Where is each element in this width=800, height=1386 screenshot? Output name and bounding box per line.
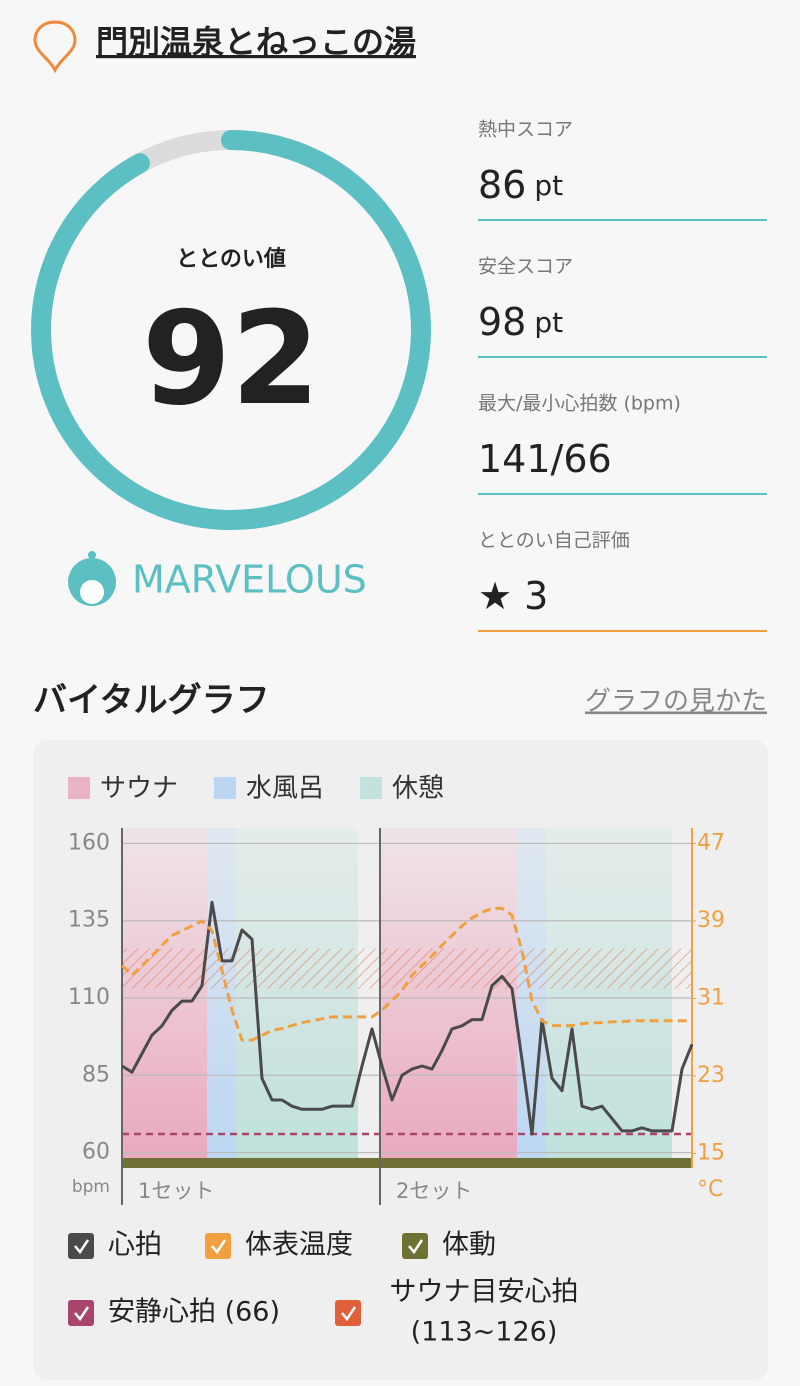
legend-check bbox=[74, 1239, 90, 1255]
legend-check bbox=[211, 1239, 227, 1255]
y2-tick-label: 15 bbox=[697, 1140, 725, 1165]
legend-label: 体表温度 bbox=[245, 1230, 353, 1261]
phase-legend-label: 休憩 bbox=[392, 774, 444, 804]
phase-legend-swatch bbox=[214, 777, 237, 799]
stat-label: ととのい自己評価 bbox=[478, 530, 630, 552]
y-axis-unit: bpm bbox=[72, 1177, 110, 1197]
y2-tick-label: 23 bbox=[697, 1063, 725, 1088]
star-icon: ★ bbox=[478, 574, 524, 618]
help-link[interactable]: グラフの見かた bbox=[585, 687, 767, 717]
phase-legend-swatch bbox=[68, 777, 90, 799]
stat-value-row: 86 pt bbox=[478, 163, 563, 207]
stat-value-row: ★ 3 bbox=[478, 574, 548, 618]
stat-unit: pt bbox=[534, 169, 563, 202]
set-label: 1セット bbox=[138, 1179, 214, 1203]
facility-title[interactable]: 門別温泉とねっこの湯 bbox=[96, 23, 416, 61]
set-label: 2セット bbox=[396, 1179, 472, 1203]
stat-value-row: 141/66 bbox=[478, 437, 612, 481]
legend-check bbox=[408, 1239, 424, 1255]
series-line bbox=[121, 900, 694, 1136]
rating: MARVELOUS bbox=[132, 558, 367, 602]
stat-value-row: 98 pt bbox=[478, 300, 563, 344]
y-tick-label: 110 bbox=[68, 985, 110, 1010]
y-tick-label: 160 bbox=[68, 830, 110, 855]
stat-value: 3 bbox=[524, 574, 548, 618]
stat-label: 熱中スコア bbox=[478, 119, 573, 141]
legend-checkbox bbox=[68, 1233, 94, 1259]
legend-check bbox=[74, 1306, 90, 1322]
legend-label: 安静心拍 (66) bbox=[108, 1297, 280, 1328]
stat-label: 安全スコア bbox=[478, 256, 573, 278]
y2-tick-label: 47 bbox=[697, 830, 725, 855]
legend-checkbox bbox=[68, 1300, 94, 1326]
legend-checkbox bbox=[402, 1233, 428, 1259]
stat-label: 最大/最小心拍数 (bpm) bbox=[478, 393, 681, 415]
phase-legend-swatch bbox=[360, 777, 383, 799]
legend-label: 心拍 bbox=[108, 1230, 162, 1261]
rating-icon bbox=[68, 551, 116, 606]
stat-value: 141/66 bbox=[478, 437, 612, 481]
legend-label: サウナ目安心拍 bbox=[390, 1277, 579, 1308]
legend-label: 体動 bbox=[442, 1230, 496, 1261]
stat-value: 98 bbox=[478, 300, 526, 344]
pin-icon bbox=[33, 20, 77, 74]
legend-checkbox bbox=[205, 1233, 231, 1259]
header: 門別温泉とねっこの湯 bbox=[33, 20, 416, 74]
section-title: バイタルグラフ bbox=[33, 681, 270, 721]
legend-sublabel: (113~126) bbox=[411, 1317, 558, 1348]
gauge-arc bbox=[31, 130, 431, 530]
legend-checkbox bbox=[335, 1300, 361, 1326]
legend-check bbox=[341, 1306, 357, 1322]
y-tick-label: 85 bbox=[82, 1062, 110, 1087]
movement-strip bbox=[122, 1158, 692, 1168]
y-tick-label: 135 bbox=[68, 908, 110, 933]
stat-value: 86 bbox=[478, 163, 526, 207]
y2-tick-label: 31 bbox=[697, 985, 725, 1010]
score-value: 92 bbox=[142, 285, 320, 434]
phase-legend-label: サウナ bbox=[100, 774, 178, 804]
score-label: ととのい値 bbox=[176, 247, 286, 272]
y2-tick-label: 39 bbox=[697, 908, 725, 933]
y2-axis-unit: °C bbox=[697, 1177, 723, 1202]
y-tick-label: 60 bbox=[82, 1140, 110, 1165]
series-line bbox=[120, 906, 692, 1042]
chart: サウナ 水風呂 休憩 160 135 110 85 60 47 39 31 23 15 bpm °C 1セット… bbox=[68, 774, 725, 1348]
phase-legend-label: 水風呂 bbox=[246, 774, 324, 804]
stat-unit: pt bbox=[534, 306, 563, 339]
